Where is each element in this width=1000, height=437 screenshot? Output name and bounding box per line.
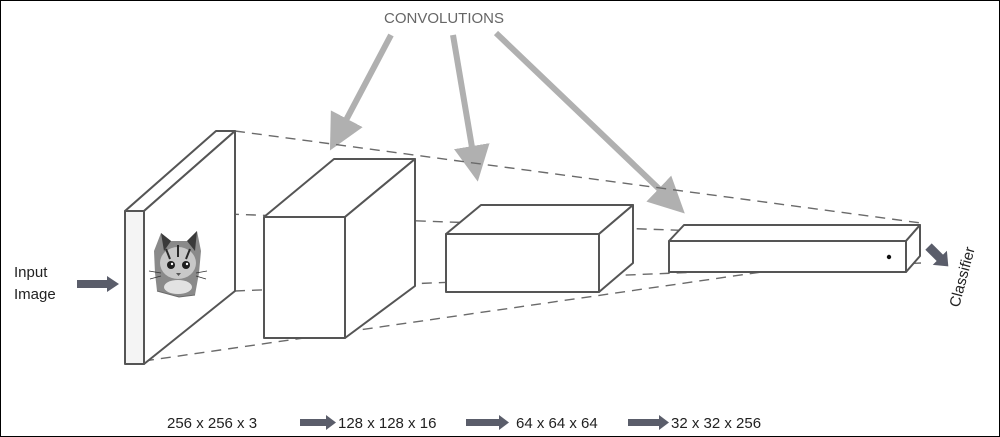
cat-image <box>148 231 208 298</box>
dim-label-3: 64 x 64 x 64 <box>516 415 598 432</box>
layer1-box <box>263 158 416 339</box>
convolution-arrow-2 <box>450 34 490 182</box>
dim-label-4: 32 x 32 x 256 <box>671 415 761 432</box>
dim-label-2: 128 x 128 x 16 <box>338 415 436 432</box>
convolutions-title: CONVOLUTIONS <box>384 10 504 27</box>
classifier-label: Classifier <box>946 245 978 309</box>
input-label-line1: Input <box>14 264 48 281</box>
layer3-box <box>668 224 921 273</box>
input-label-line2: Image <box>14 286 56 303</box>
convolution-arrow-1 <box>329 33 394 151</box>
classifier-arrow <box>925 243 949 267</box>
layer3-dot <box>886 254 892 260</box>
convolution-arrow-3 <box>493 30 685 214</box>
dim-arrow-3 <box>628 415 669 430</box>
layer2-box <box>445 204 634 293</box>
dim-label-1: 256 x 256 x 3 <box>167 415 257 432</box>
input-arrow <box>77 276 119 292</box>
dim-arrow-2 <box>466 415 509 430</box>
convolution-arrows <box>329 30 685 214</box>
dim-arrow-1 <box>300 415 336 430</box>
